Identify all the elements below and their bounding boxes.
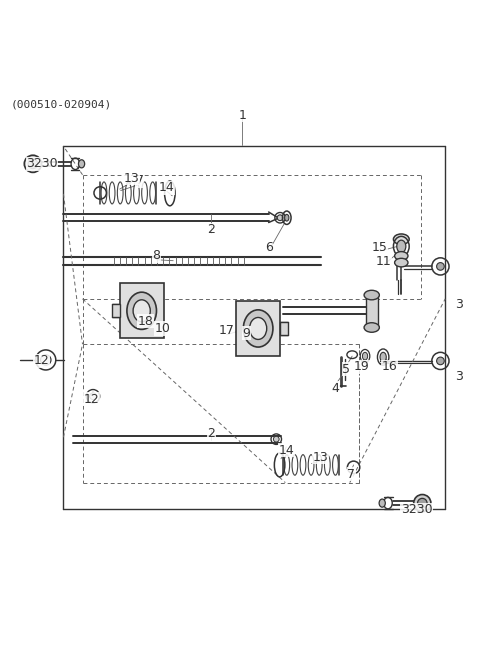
Circle shape bbox=[40, 355, 51, 365]
Bar bbox=[120, 283, 164, 339]
Circle shape bbox=[90, 393, 96, 400]
Text: 9: 9 bbox=[242, 327, 250, 340]
Text: 5: 5 bbox=[342, 362, 350, 375]
Text: 19: 19 bbox=[354, 360, 370, 373]
Text: 1: 1 bbox=[239, 109, 246, 122]
Circle shape bbox=[277, 215, 283, 221]
Text: 2: 2 bbox=[207, 223, 216, 236]
Ellipse shape bbox=[364, 290, 379, 300]
Text: 4: 4 bbox=[332, 382, 339, 394]
Text: 7: 7 bbox=[347, 468, 355, 481]
Text: 15: 15 bbox=[372, 241, 388, 254]
Circle shape bbox=[437, 263, 444, 271]
Text: 11: 11 bbox=[375, 255, 391, 268]
Ellipse shape bbox=[394, 234, 409, 244]
Circle shape bbox=[24, 155, 41, 172]
Text: 13: 13 bbox=[312, 451, 328, 464]
Text: 3230: 3230 bbox=[401, 503, 432, 516]
Ellipse shape bbox=[379, 499, 385, 507]
Ellipse shape bbox=[362, 352, 368, 360]
Ellipse shape bbox=[127, 292, 156, 329]
Ellipse shape bbox=[243, 310, 273, 347]
Text: 6: 6 bbox=[264, 241, 273, 254]
Text: 8: 8 bbox=[153, 250, 160, 263]
Text: 3: 3 bbox=[455, 298, 463, 311]
Text: 3: 3 bbox=[455, 369, 463, 383]
Ellipse shape bbox=[285, 214, 289, 221]
Circle shape bbox=[274, 436, 279, 442]
Ellipse shape bbox=[395, 252, 408, 260]
Text: 2: 2 bbox=[207, 427, 216, 440]
Ellipse shape bbox=[250, 318, 267, 339]
Circle shape bbox=[28, 159, 37, 168]
Text: 16: 16 bbox=[382, 360, 397, 373]
Ellipse shape bbox=[78, 160, 84, 168]
Text: (000510-020904): (000510-020904) bbox=[11, 100, 112, 109]
Ellipse shape bbox=[397, 240, 406, 253]
Ellipse shape bbox=[364, 323, 379, 332]
Text: 10: 10 bbox=[154, 322, 170, 335]
Bar bbox=[112, 304, 120, 318]
Ellipse shape bbox=[395, 258, 408, 267]
Circle shape bbox=[414, 495, 431, 512]
Bar bbox=[365, 295, 378, 328]
Text: 3230: 3230 bbox=[26, 157, 58, 170]
Text: 12: 12 bbox=[34, 354, 50, 367]
Text: 17: 17 bbox=[219, 324, 235, 337]
Text: 14: 14 bbox=[278, 443, 294, 457]
Circle shape bbox=[437, 357, 444, 365]
Text: 7: 7 bbox=[136, 174, 144, 187]
Circle shape bbox=[418, 498, 427, 508]
Text: 12: 12 bbox=[83, 392, 99, 405]
Text: 18: 18 bbox=[138, 315, 154, 328]
Ellipse shape bbox=[380, 352, 386, 362]
Text: 13: 13 bbox=[124, 172, 140, 185]
Bar bbox=[280, 322, 288, 335]
Bar bbox=[236, 301, 280, 356]
Text: 14: 14 bbox=[159, 181, 175, 194]
Ellipse shape bbox=[133, 300, 150, 322]
